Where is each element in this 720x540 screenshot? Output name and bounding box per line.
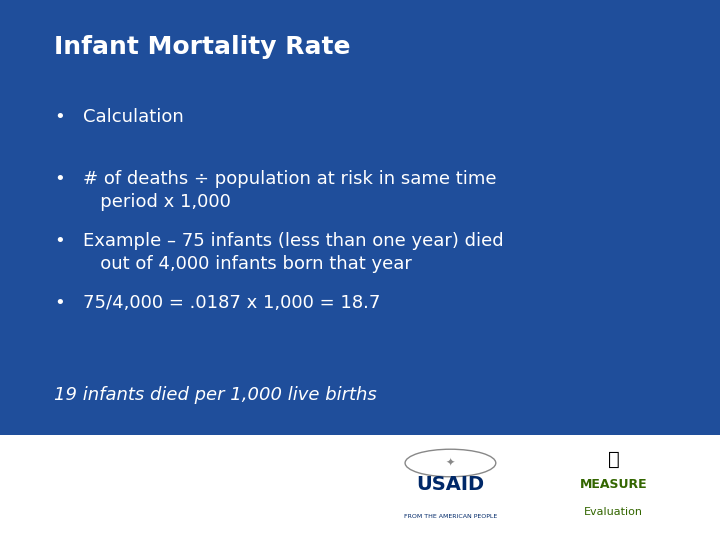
- Text: 👥: 👥: [608, 450, 620, 469]
- Text: •: •: [54, 232, 65, 250]
- Text: 19 infants died per 1,000 live births: 19 infants died per 1,000 live births: [54, 386, 377, 404]
- Text: 75/4,000 = .0187 x 1,000 = 18.7: 75/4,000 = .0187 x 1,000 = 18.7: [83, 294, 380, 312]
- Text: Evaluation: Evaluation: [584, 507, 643, 517]
- Text: •: •: [54, 170, 65, 188]
- Text: •: •: [54, 294, 65, 312]
- Text: FROM THE AMERICAN PEOPLE: FROM THE AMERICAN PEOPLE: [404, 514, 497, 519]
- FancyBboxPatch shape: [0, 435, 720, 540]
- Text: Infant Mortality Rate: Infant Mortality Rate: [54, 35, 351, 59]
- Text: MEASURE: MEASURE: [580, 477, 647, 491]
- Text: Example – 75 infants (less than one year) died
   out of 4,000 infants born that: Example – 75 infants (less than one year…: [83, 232, 503, 273]
- Text: •: •: [54, 108, 65, 126]
- Text: # of deaths ÷ population at risk in same time
   period x 1,000: # of deaths ÷ population at risk in same…: [83, 170, 496, 211]
- FancyBboxPatch shape: [0, 0, 720, 435]
- Text: Calculation: Calculation: [83, 108, 184, 126]
- Text: USAID: USAID: [416, 475, 485, 494]
- Text: ✦: ✦: [446, 458, 455, 468]
